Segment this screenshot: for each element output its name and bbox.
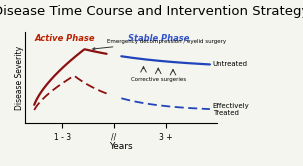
Text: Emergency decompression / eyelid surgery: Emergency decompression / eyelid surgery	[93, 39, 226, 50]
Text: Untreated: Untreated	[213, 61, 248, 67]
X-axis label: Years: Years	[109, 142, 133, 151]
Text: Stable Phase: Stable Phase	[128, 34, 189, 43]
Text: Disease Time Course and Intervention Strategy: Disease Time Course and Intervention Str…	[0, 5, 303, 18]
Y-axis label: Disease Severity: Disease Severity	[15, 45, 24, 110]
Text: Effectively
Treated: Effectively Treated	[213, 103, 250, 116]
Text: Active Phase: Active Phase	[35, 34, 95, 43]
Text: Corrective surgeries: Corrective surgeries	[131, 77, 186, 82]
